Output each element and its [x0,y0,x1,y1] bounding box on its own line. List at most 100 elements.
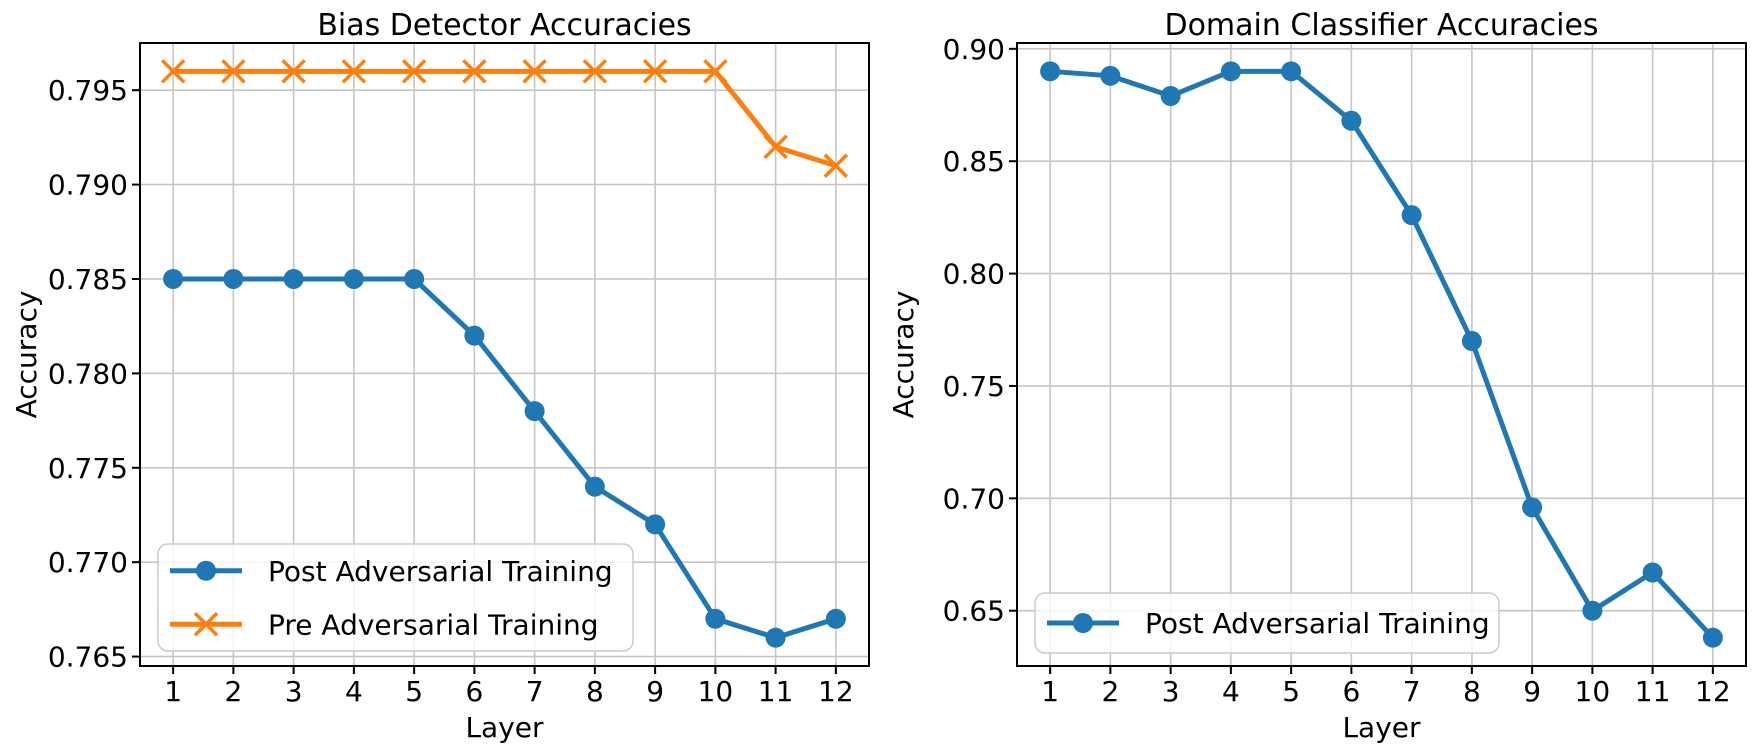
data-point [705,608,726,629]
data-point [283,268,304,289]
data-point [163,268,184,289]
data-point [343,268,364,289]
legend-entries [1034,592,1500,654]
data-point [703,59,728,84]
x-tick-label: 7 [1403,675,1421,708]
legend-label: Post Adversarial Training [268,555,613,588]
x-tick-label: 12 [1695,675,1731,708]
y-tick-label: 0.75 [943,370,1005,403]
data-point [462,59,487,84]
x-tick-label: 8 [586,675,604,708]
y-axis-label: Accuracy [10,291,43,419]
x-tick-label: 12 [818,675,854,708]
y-tick-label: 0.70 [943,482,1005,515]
y-tick-label: 0.765 [48,641,128,674]
y-tick-label: 0.775 [48,452,128,485]
x-axis-label: Layer [465,711,544,744]
x-tick-label: 7 [526,675,544,708]
legend-box [1034,592,1500,654]
plot-area: 1 2 3 4 5 6 7 8 9 10 11 120.650.700.750.800.850.90 [943,33,1747,708]
legend: Post Adversarial Training [1034,592,1500,654]
data-point [1040,61,1061,82]
data-point [765,627,786,648]
plot-border [1016,42,1747,667]
x-tick-label: 6 [1342,675,1360,708]
y-tick-label: 0.790 [48,169,128,202]
x-tick-label: 11 [758,675,794,708]
data-point [825,608,846,629]
x-tick-label: 2 [224,675,242,708]
data-point [281,59,306,84]
x-tick-label: 1 [164,675,182,708]
data-point [401,59,427,84]
y-tick-label: 0.65 [943,595,1005,628]
data-point [1341,110,1362,131]
data-point [464,325,485,346]
data-point [1582,600,1603,621]
y-tick-label: 0.770 [48,546,128,579]
data-point [642,59,668,84]
data-point [404,268,425,289]
x-tick-label: 5 [1282,675,1300,708]
x-tick-label: 2 [1101,675,1119,708]
x-tick-label: 8 [1463,675,1481,708]
series-line [173,276,837,641]
x-tick-label: 11 [1635,675,1671,708]
legend-sample-marker [1073,613,1093,633]
y-axis-label: Accuracy [887,291,920,419]
data-point [1281,61,1302,82]
data-point [645,514,666,535]
x-tick-label: 4 [345,675,363,708]
x-tick-label: 9 [1523,675,1541,708]
data-point [522,59,547,84]
data-point [1642,562,1663,583]
bias-detector-chart: 1 2 3 4 5 6 7 8 9 10 11 120.7650.7700.7750.7800.785… [10,8,870,744]
data-point [524,401,545,422]
y-tick-label: 0.785 [48,263,128,296]
x-tick-label: 6 [465,675,483,708]
x-tick-label: 3 [285,675,303,708]
y-tick-label: 0.80 [943,258,1005,291]
x-tick-label: 3 [1162,675,1180,708]
y-tick-label: 0.795 [48,74,128,107]
x-tick-label: 5 [405,675,423,708]
series-line [173,68,837,169]
chart-title: Domain Classifier Accuracies [1164,8,1598,43]
y-tick-label: 0.85 [943,145,1005,178]
data-point [341,59,367,84]
legend-box [157,543,634,652]
plot-border [139,42,870,667]
data-point [1702,627,1723,648]
legend-label: Post Adversarial Training [1145,607,1490,640]
data-point [582,59,608,84]
data-point [221,59,246,84]
data-point [1160,86,1181,107]
legend-sample-marker [193,612,219,637]
legend: Post Adversarial Training Pre Adversaria… [157,543,634,652]
legend-entries [157,543,634,652]
data-point [223,268,244,289]
x-tick-label: 4 [1222,675,1240,708]
data-point [1522,497,1543,518]
y-tick-label: 0.780 [48,357,128,390]
legend-sample-marker [196,560,216,581]
x-tick-label: 1 [1041,675,1059,708]
data-point [823,153,849,178]
chart-title: Bias Detector Accuracies [317,8,691,43]
data-point [1461,331,1482,352]
x-axis-label: Layer [1342,711,1421,744]
series-line [1049,68,1715,640]
legend-label: Pre Adversarial Training [268,608,599,641]
data-point [1220,61,1241,82]
data-point [1100,65,1121,86]
x-tick-label: 10 [698,675,734,708]
data-point [160,59,186,84]
data-point [584,476,605,497]
x-tick-label: 10 [1575,675,1611,708]
domain-classifier-chart: 1 2 3 4 5 6 7 8 9 10 11 120.650.700.750.800.850.90 … [887,8,1747,744]
plot-area: 1 2 3 4 5 6 7 8 9 10 11 120.7650.7700.7750.7800.785… [48,42,870,708]
x-tick-label: 9 [646,675,664,708]
y-tick-label: 0.90 [943,33,1005,66]
data-point [1401,205,1422,226]
